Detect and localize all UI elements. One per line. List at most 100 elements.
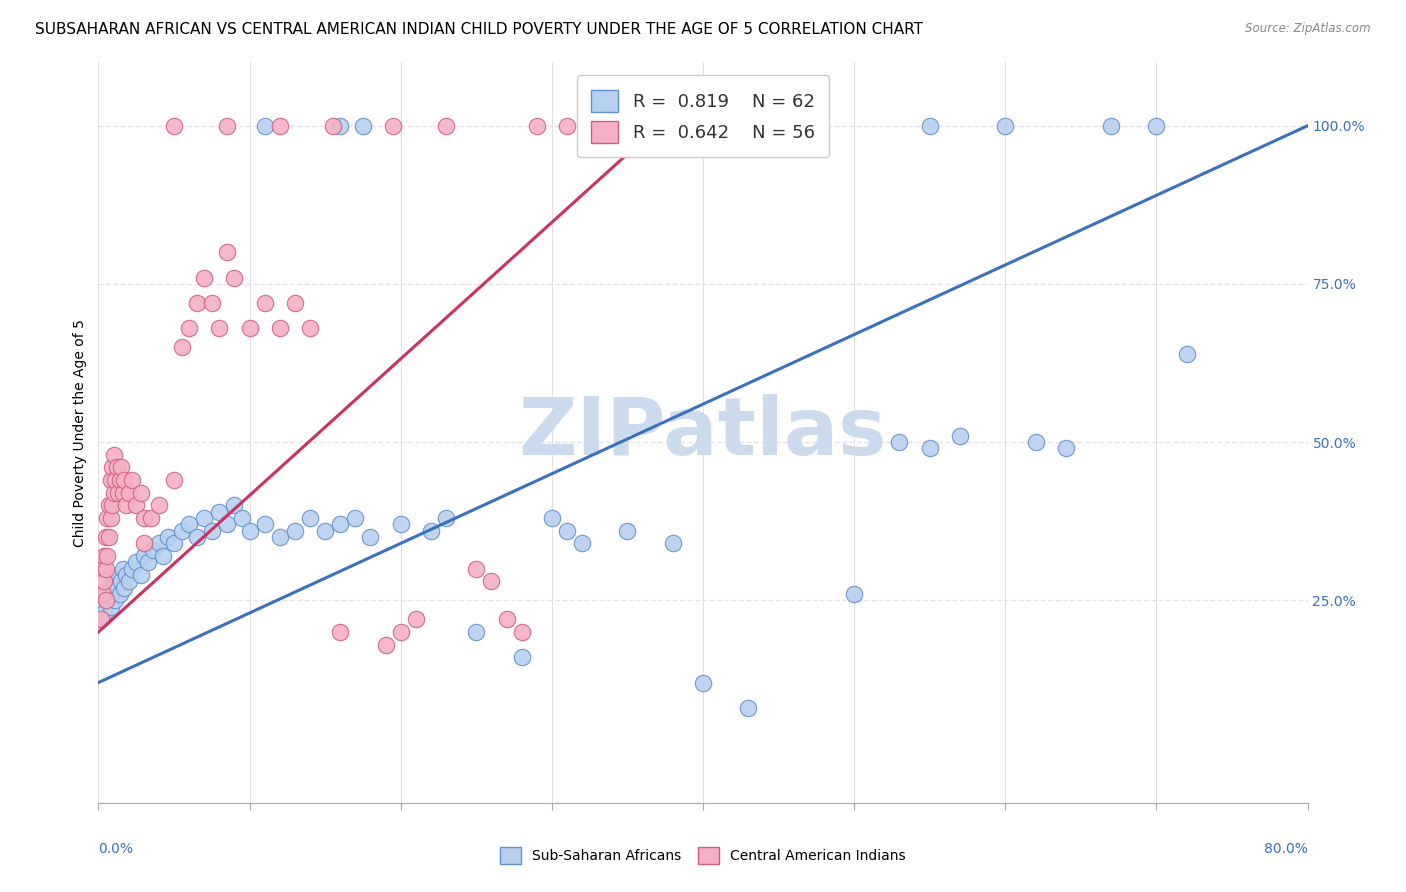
Point xyxy=(108,587,131,601)
Point xyxy=(555,119,578,133)
Point xyxy=(141,511,163,525)
Point xyxy=(284,296,307,310)
Point xyxy=(186,530,208,544)
Point xyxy=(314,524,336,538)
Point xyxy=(121,473,143,487)
Point xyxy=(90,612,112,626)
Point xyxy=(98,499,121,513)
Point xyxy=(889,435,911,450)
Point xyxy=(121,562,143,576)
Point xyxy=(208,321,231,335)
Point xyxy=(100,511,122,525)
Point xyxy=(186,296,208,310)
Point xyxy=(360,530,382,544)
Point xyxy=(918,119,941,133)
Point xyxy=(215,517,238,532)
Point xyxy=(132,549,155,563)
Point xyxy=(420,524,443,538)
Point xyxy=(239,321,262,335)
Point xyxy=(91,587,114,601)
Point xyxy=(224,499,246,513)
Point xyxy=(112,581,135,595)
Point xyxy=(163,536,186,550)
Point xyxy=(96,511,118,525)
Text: 0.0%: 0.0% xyxy=(98,842,134,855)
Point xyxy=(1175,346,1198,360)
Point xyxy=(148,536,170,550)
Point xyxy=(352,119,374,133)
Point xyxy=(510,624,533,639)
Point xyxy=(510,650,533,665)
Point xyxy=(949,429,972,443)
Point xyxy=(94,562,117,576)
Point xyxy=(129,485,152,500)
Point xyxy=(661,536,683,550)
Point xyxy=(111,562,134,576)
Point xyxy=(374,638,396,652)
Point xyxy=(239,524,262,538)
Point xyxy=(93,549,115,563)
Point xyxy=(193,270,215,285)
Point xyxy=(465,624,488,639)
Point xyxy=(322,119,344,133)
Point xyxy=(179,517,201,532)
Point xyxy=(107,568,129,582)
Point xyxy=(215,245,238,260)
Point xyxy=(193,511,215,525)
Point xyxy=(405,612,427,626)
Point xyxy=(114,568,136,582)
Point xyxy=(103,574,125,589)
Point xyxy=(148,499,170,513)
Point xyxy=(94,530,117,544)
Point xyxy=(269,119,291,133)
Point xyxy=(93,606,115,620)
Point xyxy=(994,119,1017,133)
Point xyxy=(434,511,457,525)
Point xyxy=(616,524,638,538)
Point xyxy=(90,612,112,626)
Point xyxy=(98,581,121,595)
Point xyxy=(1054,442,1077,456)
Point xyxy=(101,587,124,601)
Point xyxy=(179,321,201,335)
Point xyxy=(571,536,593,550)
Point xyxy=(136,555,159,569)
Point xyxy=(844,587,866,601)
Legend: Sub-Saharan Africans, Central American Indians: Sub-Saharan Africans, Central American I… xyxy=(495,842,911,870)
Point xyxy=(93,574,115,589)
Text: ZIPatlas: ZIPatlas xyxy=(519,393,887,472)
Point xyxy=(201,296,224,310)
Point xyxy=(107,485,129,500)
Point xyxy=(94,587,117,601)
Point xyxy=(208,505,231,519)
Point xyxy=(125,555,148,569)
Point xyxy=(555,524,578,538)
Point xyxy=(111,485,134,500)
Point xyxy=(495,612,517,626)
Point xyxy=(104,473,127,487)
Point xyxy=(94,593,117,607)
Point xyxy=(105,460,128,475)
Point xyxy=(103,485,125,500)
Point xyxy=(96,593,118,607)
Point xyxy=(91,562,114,576)
Point xyxy=(201,524,224,538)
Point xyxy=(616,119,638,133)
Point xyxy=(114,499,136,513)
Point xyxy=(100,599,122,614)
Point xyxy=(434,119,457,133)
Point xyxy=(692,675,714,690)
Point xyxy=(132,536,155,550)
Point xyxy=(253,119,276,133)
Y-axis label: Child Poverty Under the Age of 5: Child Poverty Under the Age of 5 xyxy=(73,318,87,547)
Point xyxy=(299,321,322,335)
Point xyxy=(215,119,238,133)
Point xyxy=(382,119,405,133)
Point xyxy=(540,511,562,525)
Point xyxy=(112,473,135,487)
Point xyxy=(269,321,291,335)
Point xyxy=(156,530,179,544)
Point xyxy=(465,562,488,576)
Point xyxy=(118,574,141,589)
Point xyxy=(142,542,165,557)
